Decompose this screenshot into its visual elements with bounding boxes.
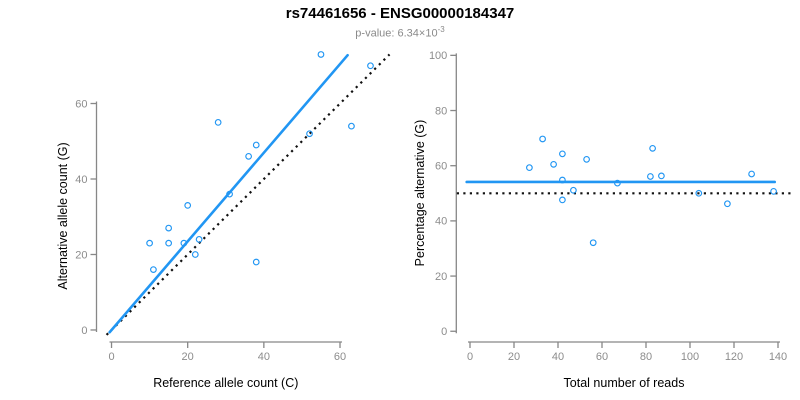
data-point <box>559 196 566 204</box>
x-tick-label: 0 <box>467 351 473 363</box>
data-point <box>559 150 566 158</box>
x-tick-label: 40 <box>552 351 564 363</box>
x-axis-title: Total number of reads <box>564 376 685 390</box>
data-point <box>559 176 566 184</box>
data-point <box>367 62 374 70</box>
x-tick-label: 120 <box>725 351 743 363</box>
data-point <box>252 258 260 266</box>
p-value-exponent: -3 <box>437 25 445 34</box>
x-tick-label: 60 <box>334 351 346 363</box>
data-point <box>658 172 665 180</box>
x-tick-label: 140 <box>769 351 787 363</box>
data-point <box>649 144 656 152</box>
data-point <box>214 119 222 126</box>
data-point <box>348 122 355 130</box>
y-tick-label: 20 <box>435 271 447 283</box>
percentage-reads-scatter-panel: 0 20 40 60 80 100 120 140 0 20 40 60 80 100 Total numb… <box>413 50 792 390</box>
x-tick-label: 20 <box>182 351 194 363</box>
y-tick-label: 80 <box>435 105 447 117</box>
data-point <box>191 251 199 258</box>
y-tick-label: 100 <box>429 50 447 62</box>
data-point <box>252 141 260 149</box>
data-point <box>570 186 577 194</box>
data-point <box>317 51 325 58</box>
figure-subtitle: p-value: 6.34×10-3 <box>0 25 800 40</box>
data-point <box>614 179 621 187</box>
data-point <box>550 160 557 168</box>
y-axis-title: Percentage alternative (G) <box>413 120 427 267</box>
y-tick-label: 60 <box>75 98 87 110</box>
data-point <box>165 224 173 232</box>
data-point <box>180 239 188 247</box>
p-value-text: p-value: 6.34×10 <box>355 27 438 40</box>
y-tick-label: 40 <box>75 174 87 186</box>
x-tick-label: 20 <box>508 351 520 363</box>
y-tick-label: 0 <box>441 326 447 338</box>
data-point <box>146 239 153 247</box>
y-tick-label: 40 <box>435 216 447 228</box>
y-axis-title: Alternative allele count (G) <box>56 142 70 289</box>
fitted-ratio-line <box>108 53 349 334</box>
y-tick-label: 60 <box>435 161 447 173</box>
x-tick-label: 100 <box>681 351 699 363</box>
x-axis-title: Reference allele count (C) <box>153 376 298 390</box>
allele-count-scatter-panel: 0 20 40 60 0 20 40 60 Reference allele count (C)… <box>56 51 391 390</box>
data-point <box>589 239 597 247</box>
data-point <box>770 187 777 195</box>
identity-line <box>105 53 391 336</box>
data-point <box>195 236 203 243</box>
x-tick-label: 60 <box>596 351 608 363</box>
data-point <box>748 170 755 178</box>
x-tick-label: 40 <box>258 351 270 363</box>
figure-title: rs74461656 - ENSG00000184347 <box>285 5 515 22</box>
data-point <box>165 239 173 247</box>
data-point <box>306 130 313 138</box>
data-point <box>526 164 533 172</box>
x-tick-label: 0 <box>108 351 114 363</box>
y-tick-label: 0 <box>81 325 87 337</box>
data-point <box>245 152 252 160</box>
data-point <box>184 202 192 209</box>
data-point <box>150 266 157 273</box>
data-point <box>647 173 654 180</box>
data-point <box>226 190 233 198</box>
y-tick-label: 20 <box>75 249 87 261</box>
x-tick-label: 80 <box>640 351 652 363</box>
data-point <box>695 189 703 197</box>
data-point <box>539 135 546 143</box>
data-point <box>724 200 731 208</box>
data-point <box>583 155 590 163</box>
